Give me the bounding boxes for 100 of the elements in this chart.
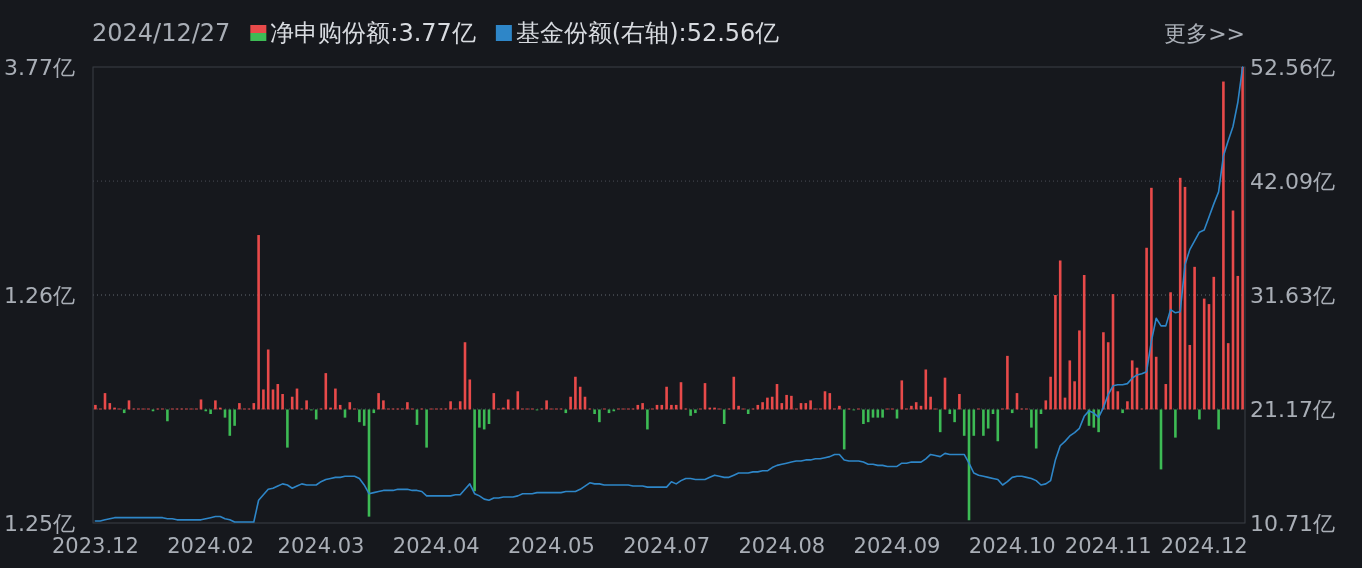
bar [290, 396, 294, 410]
bar [1226, 343, 1230, 410]
y-tick-label: 3.77亿 [4, 54, 75, 80]
y2-tick-label: 31.63亿 [1250, 282, 1335, 308]
bar [1145, 247, 1148, 410]
bar [94, 404, 97, 410]
bar [473, 409, 476, 492]
bar [838, 405, 841, 410]
bar [694, 409, 697, 414]
bar [1030, 409, 1033, 428]
bar [689, 409, 692, 416]
bar [1202, 298, 1206, 410]
bar [1073, 381, 1076, 410]
bar [1198, 409, 1201, 420]
bar [722, 409, 726, 424]
bar [953, 409, 956, 423]
bar [1058, 260, 1062, 410]
bar [1049, 376, 1052, 410]
bar [842, 409, 846, 450]
y2-tick-label: 10.71亿 [1250, 510, 1335, 536]
bar [766, 397, 769, 410]
bar [545, 400, 548, 410]
bar [938, 409, 942, 433]
bar [214, 400, 217, 410]
bar [458, 401, 462, 410]
bar [122, 409, 126, 414]
bar [569, 396, 572, 410]
y2-tick-label: 21.17亿 [1250, 396, 1335, 422]
bar [1217, 409, 1220, 430]
bar [482, 409, 486, 430]
text: 更多>> [1164, 20, 1245, 46]
legend-label: 净申购份额:3.77亿 [270, 19, 476, 47]
x-tick-label: 2024.07 [623, 534, 711, 558]
bar [266, 349, 270, 410]
bar [449, 401, 452, 410]
y-tick-label: 1.26亿 [4, 282, 75, 308]
bar [1034, 409, 1038, 449]
bar [866, 409, 870, 423]
bar [641, 403, 644, 410]
bar [986, 409, 990, 429]
bar [1078, 330, 1081, 410]
y2-tick-label: 52.56亿 [1250, 54, 1335, 80]
x-tick-label: 2024.04 [392, 534, 480, 558]
bar [1222, 81, 1225, 410]
bar [1054, 295, 1057, 410]
bar [1010, 409, 1014, 414]
x-tick-label: 2024.11 [1064, 534, 1152, 558]
bar [665, 386, 668, 410]
bar [881, 409, 884, 418]
bar [1174, 409, 1177, 438]
bar [1126, 401, 1129, 410]
bar [962, 409, 966, 436]
bar [1241, 67, 1244, 410]
x-tick-label: 2024.03 [277, 534, 365, 558]
x-tick-label: 2024.05 [507, 534, 595, 558]
bar [233, 409, 236, 426]
bar [1102, 332, 1105, 410]
bar [334, 388, 337, 410]
bar [674, 404, 678, 410]
bar [862, 409, 865, 424]
x-tick-label: 2024.02 [167, 534, 255, 558]
bar [646, 409, 649, 430]
bar [770, 396, 774, 410]
bar [314, 409, 318, 420]
chart-title: 2024/12/27 [92, 19, 231, 47]
bar [746, 409, 750, 414]
bar [593, 409, 596, 414]
bar [362, 409, 366, 426]
bar [670, 404, 673, 410]
bar [166, 409, 169, 422]
bar [737, 405, 740, 410]
bar [1082, 275, 1086, 410]
bar [809, 400, 812, 410]
bar [281, 394, 284, 410]
bar [1150, 187, 1153, 410]
bar [478, 409, 481, 428]
x-tick-label: 2024.08 [738, 534, 826, 558]
bar [238, 403, 241, 410]
legend-label: 基金份额(右轴):52.56亿 [515, 19, 780, 47]
bar [1169, 292, 1172, 410]
bar [506, 399, 510, 410]
bar [338, 404, 342, 410]
bar [929, 396, 932, 410]
bar [377, 393, 380, 410]
bar [425, 409, 428, 448]
bar [790, 395, 793, 410]
bar [1130, 360, 1134, 410]
y2-tick-label: 42.09亿 [1250, 168, 1335, 194]
bar [1154, 356, 1158, 410]
bar [406, 402, 409, 410]
bar [958, 394, 961, 410]
bar [358, 409, 361, 423]
bar [914, 402, 918, 410]
bar [1121, 409, 1124, 414]
bar [262, 389, 265, 410]
bar [257, 235, 260, 410]
bar [1178, 177, 1182, 410]
bar [305, 400, 308, 410]
bar [982, 409, 985, 436]
bar [1106, 342, 1110, 410]
